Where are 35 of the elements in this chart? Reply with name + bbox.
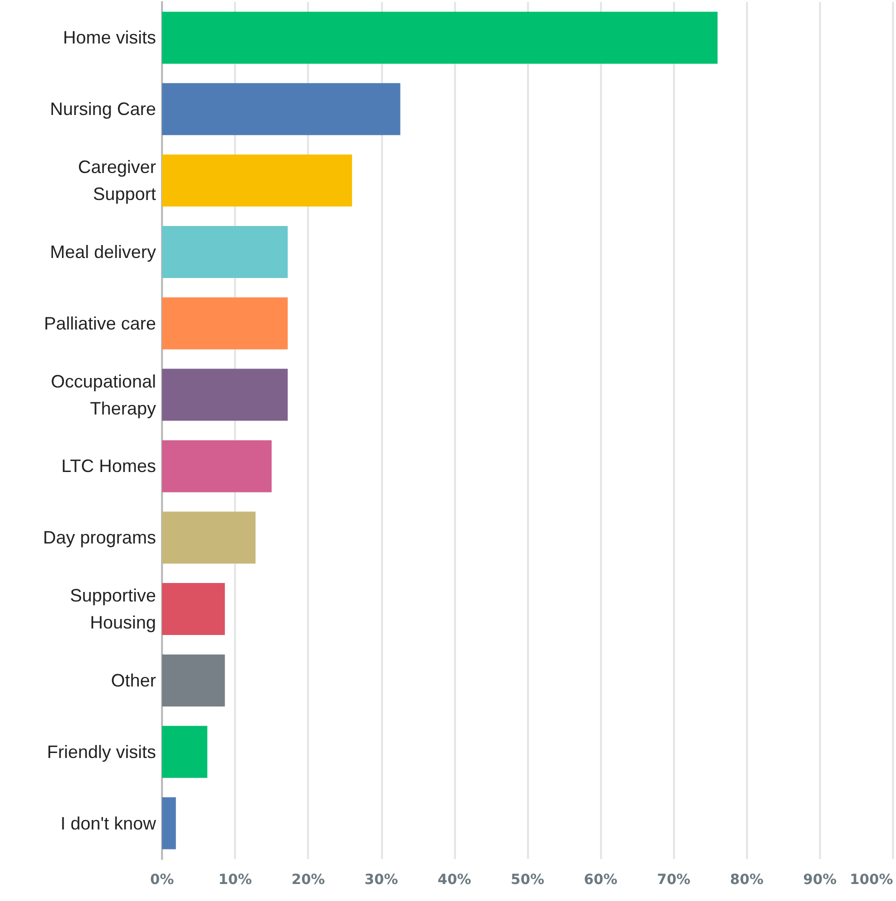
- x-tick-label: 90%: [803, 872, 837, 888]
- y-tick-label: Palliative care: [44, 313, 156, 334]
- bar: [162, 226, 288, 278]
- y-tick-label: Nursing Care: [50, 99, 156, 120]
- bar: [162, 512, 256, 564]
- y-tick-label: Friendly visits: [46, 742, 156, 762]
- x-tick-label: 40%: [438, 872, 472, 888]
- y-tick-label: Occupational Therapy: [50, 371, 156, 418]
- x-tick-label: 0%: [150, 872, 174, 888]
- bar: [162, 583, 225, 636]
- y-tick-label: I don't know: [60, 813, 157, 834]
- y-tick-label: Day programs: [42, 528, 156, 548]
- x-tick-label: 30%: [364, 872, 398, 888]
- x-tick-label: 100%: [850, 872, 893, 888]
- x-tick-label: 10%: [218, 872, 252, 888]
- y-tick-label: LTC Homes: [61, 456, 156, 476]
- x-tick-label: 60%: [584, 872, 618, 888]
- x-tick-label: 70%: [656, 872, 690, 888]
- bar: [162, 154, 352, 207]
- x-tick-label: 20%: [291, 872, 325, 888]
- y-tick-label: Other: [110, 670, 156, 690]
- bar: [162, 797, 176, 850]
- bar: [162, 654, 225, 706]
- x-tick-label: 80%: [730, 872, 764, 888]
- x-tick-label: 50%: [510, 872, 544, 888]
- y-tick-label: Meal delivery: [50, 242, 156, 262]
- bar: [162, 297, 288, 350]
- bar: [162, 368, 288, 421]
- y-tick-label: Caregiver Support: [78, 157, 156, 204]
- bar: [162, 726, 208, 778]
- bar: [162, 83, 400, 136]
- y-tick-label: Supportive Housing: [70, 586, 156, 633]
- bar: [162, 440, 272, 492]
- y-tick-label: Home visits: [62, 28, 156, 48]
- bar: [162, 12, 718, 64]
